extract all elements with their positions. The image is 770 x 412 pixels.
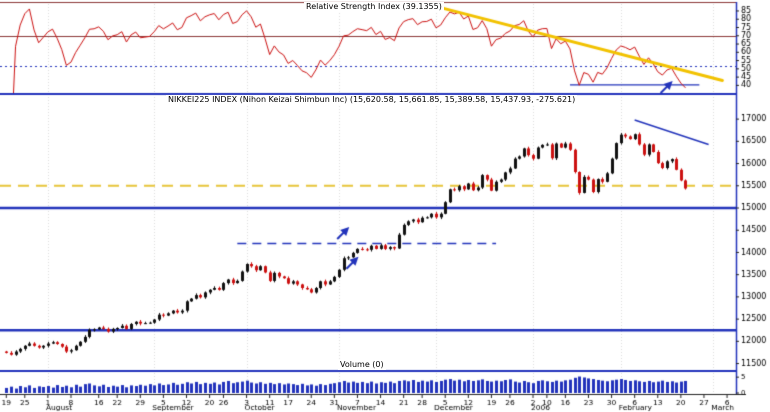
volume-title: Volume (0): [338, 360, 386, 370]
rsi-title: Relative Strength Index (39.1355): [304, 2, 444, 12]
price-title: NIKKEI225 INDEX (Nihon Keizai Shimbun In…: [166, 95, 578, 105]
